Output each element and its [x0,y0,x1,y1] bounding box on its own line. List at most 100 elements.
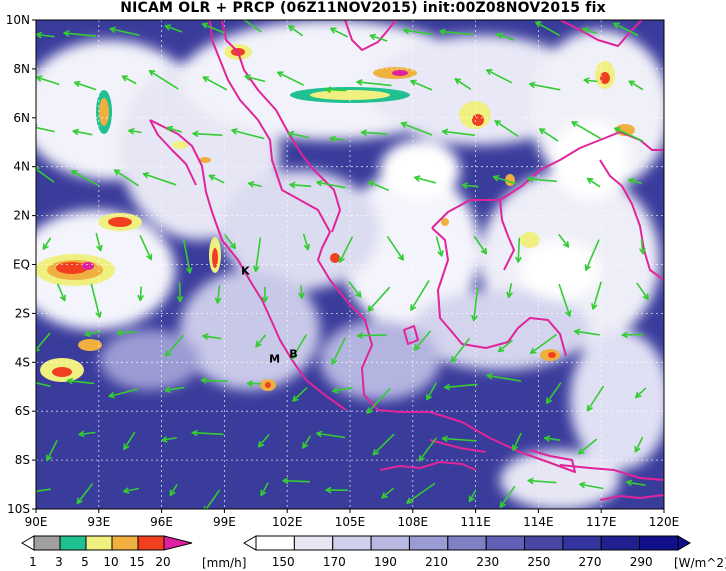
wind-arrow [71,170,99,186]
wind-arrow [287,131,309,139]
precip-colorbar-low-arrow [21,535,35,551]
wind-arrow [530,334,557,354]
wind-arrow [224,234,237,250]
wind-arrow [57,283,66,302]
wind-arrow [544,435,561,442]
wind-arrow [36,381,51,387]
wind-arrow [621,331,644,339]
wind-arrow [36,75,60,86]
wind-arrow [586,385,604,412]
wind-arrow [372,433,395,456]
wind-arrow [316,430,346,439]
wind-arrow [369,33,388,42]
wind-arrow [282,477,311,485]
wind-arrow [486,373,522,382]
wind-arrow [36,332,51,352]
wind-arrow [277,71,304,86]
wind-arrow [584,239,600,271]
y-axis-ticks: 10N 8N 6N 4N 2N EQ 2S 4S 6S 8S 10S [6,13,36,516]
wind-arrow [298,285,305,299]
x-tick-label: 90E [25,515,48,529]
wind-arrow [325,486,349,494]
wind-arrow [257,434,270,448]
wind-arrow [255,334,266,348]
olr-colorbar-swatch [293,535,334,551]
olr-colorbar-swatch [600,535,641,551]
olr-colorbar-label: 210 [425,555,448,569]
wind-arrow [200,377,228,384]
wind-arrow [74,80,97,91]
wind-arrow [208,174,225,184]
wind-arrow [142,172,177,186]
wind-arrow [63,30,97,37]
wind-arrow [499,485,516,508]
wind-arrow [348,281,362,298]
wind-arrow [183,239,193,274]
olr-colorbar-swatch [639,535,679,551]
x-axis-ticks: 90E 93E 96E 99E 102E 105E 108E 111E 114E 117E 120E [25,509,679,529]
wind-arrow [439,28,474,36]
wind-arrow [139,235,153,261]
wind-arrow [639,238,646,255]
y-tick-label: 10S [7,502,30,516]
wind-arrow [636,282,649,301]
precip-colorbar-label: 10 [103,555,118,569]
olr-colorbar-low-arrow [243,535,257,551]
wind-arrow [614,127,644,142]
wind-arrow [410,79,433,91]
place-markers: K BM [241,264,298,365]
wind-arrow [176,281,184,303]
wind-arrow [496,32,515,41]
wind-arrow [123,431,136,450]
wind-arrow [582,27,598,35]
wind-arrow [444,383,478,391]
precip-colorbar-swatch [33,535,61,551]
lat-lon-grid [36,20,664,509]
wind-arrow [109,26,140,36]
wind-arrow [260,482,269,497]
olr-colorbar: 150 170 190 210 230 250 270 290 [243,535,691,569]
wind-arrow [450,338,470,363]
wind-arrow [331,337,346,365]
wind-arrow [468,489,477,503]
precip-colorbar-swatch [85,535,113,551]
x-tick-label: 111E [460,515,491,529]
wind-arrow [113,169,139,187]
precip-colorbar-label: 1 [29,555,37,569]
olr-colorbar-swatch [255,535,295,551]
wind-arrow [244,74,266,83]
wind-arrow [243,20,262,33]
y-tick-label: 2N [13,209,30,223]
wind-arrow [579,481,604,490]
wind-arrow [366,387,391,414]
wind-arrow [164,334,184,357]
wind-arrow [42,237,52,250]
wind-arrow [253,237,262,272]
olr-colorbar-swatch [447,535,487,551]
wind-arrow [435,236,444,257]
wind-arrow [248,181,262,188]
olr-colorbar-swatch [370,535,410,551]
wind-arrow [471,287,479,322]
wind-arrow [161,436,177,443]
olr-colorbar-swatch [524,535,564,551]
precip-colorbar-swatch [137,535,165,551]
precip-colorbar-label: 3 [55,555,63,569]
olr-colorbar-label: 150 [272,555,295,569]
x-tick-label: 93E [87,515,110,529]
wind-arrow [368,180,389,191]
wind-arrow [414,175,437,184]
wind-arrow [121,75,137,85]
wind-arrow [360,129,388,136]
wind-arrow [613,22,639,36]
wind-arrow [578,438,597,455]
wind-arrow [123,487,139,494]
x-tick-label: 114E [523,515,554,529]
wind-arrow [76,483,93,505]
wind-arrow [574,328,600,336]
wind-arrow [203,489,221,509]
precip-colorbar-label: 20 [155,555,170,569]
olr-colorbar-high-arrow [677,535,691,551]
wind-arrow [214,285,222,304]
